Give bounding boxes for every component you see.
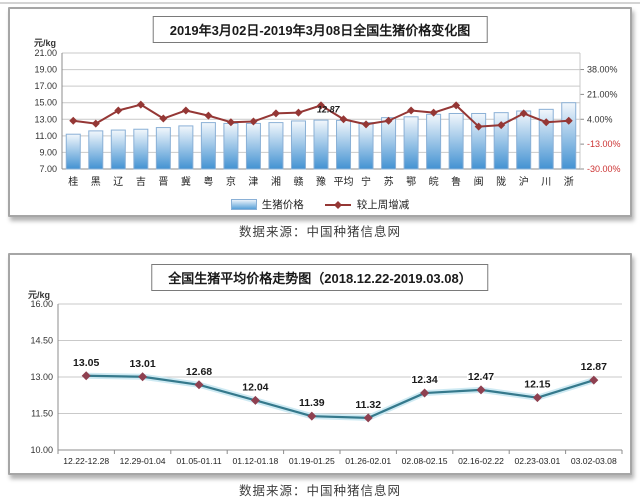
svg-text:吉: 吉	[136, 176, 146, 188]
svg-text:冀: 冀	[181, 175, 191, 188]
svg-text:京: 京	[226, 175, 236, 188]
weekly-price-change-chart-panel: 2019年3月02日-2019年3月08日全国生猪价格变化图 元/kg 21.0…	[8, 7, 632, 217]
line-series-swatch	[324, 200, 351, 209]
svg-text:16.00: 16.00	[30, 299, 53, 309]
svg-text:粤: 粤	[203, 175, 213, 188]
svg-text:川: 川	[541, 177, 551, 188]
svg-text:01.12-01.18: 01.12-01.18	[232, 456, 278, 466]
bottom-source-note: 数据来源：中国种猪信息网	[238, 484, 401, 498]
svg-text:11.39: 11.39	[299, 397, 325, 409]
svg-text:-13.00%: -13.00%	[587, 139, 621, 149]
svg-text:沪: 沪	[519, 175, 529, 188]
svg-text:浙: 浙	[564, 176, 574, 188]
top-chart-title: 2019年3月02日-2019年3月08日全国生猪价格变化图	[152, 16, 488, 43]
top-chart-plot-area: 21.00 19.00 17.00 15.00 13.00 11.00 9.00 7.00 38…	[34, 48, 621, 188]
image-top-border	[0, 2, 640, 4]
svg-text:13.00: 13.00	[30, 372, 53, 382]
svg-text:苏: 苏	[384, 175, 394, 188]
bar-series-swatch	[230, 199, 257, 210]
top-chart-y-axis-unit: 元/kg	[34, 38, 57, 48]
svg-text:鲁: 鲁	[451, 175, 461, 188]
top-chart-legend: 生猪价格 较上周增减	[10, 197, 630, 212]
svg-text:01.19-01.25: 01.19-01.25	[289, 456, 335, 466]
svg-text:12.87: 12.87	[581, 361, 607, 373]
bottom-chart-y-axis-unit: 元/kg	[28, 290, 51, 300]
svg-text:11.32: 11.32	[355, 399, 381, 411]
legend-item-price: 生猪价格	[230, 197, 304, 212]
average-price-trend-chart-panel: 全国生猪平均价格走势图（2018.12.22-2019.03.08） 元/kg …	[8, 253, 632, 475]
svg-text:宁: 宁	[361, 175, 371, 188]
svg-text:12.68: 12.68	[186, 366, 212, 378]
svg-text:11.50: 11.50	[31, 409, 53, 419]
svg-text:02.16-02.22: 02.16-02.22	[458, 456, 504, 466]
svg-text:38.00%: 38.00%	[587, 65, 618, 75]
svg-text:晋: 晋	[158, 176, 168, 188]
svg-text:02.23-03.01: 02.23-03.01	[514, 456, 560, 466]
svg-text:4.00%: 4.00%	[587, 114, 613, 124]
svg-text:平均: 平均	[334, 176, 354, 188]
svg-text:13.05: 13.05	[73, 357, 99, 369]
svg-text:7.00: 7.00	[39, 164, 57, 174]
legend-item-change: 较上周增减	[324, 197, 410, 212]
legend-label-price: 生猪价格	[261, 199, 304, 211]
svg-text:14.50: 14.50	[30, 336, 53, 346]
svg-text:01.05-01.11: 01.05-01.11	[176, 456, 221, 466]
svg-text:21.00%: 21.00%	[587, 89, 618, 99]
svg-text:10.00: 10.00	[30, 445, 53, 455]
svg-text:津: 津	[248, 176, 258, 188]
svg-text:19.00: 19.00	[34, 65, 57, 75]
svg-text:17.00: 17.00	[34, 81, 57, 91]
svg-text:9.00: 9.00	[39, 147, 57, 157]
svg-text:闽: 闽	[474, 175, 484, 188]
svg-text:12.29-01.04: 12.29-01.04	[120, 456, 166, 466]
svg-text:辽: 辽	[113, 176, 123, 188]
svg-text:12.15: 12.15	[524, 379, 550, 391]
svg-text:-30.00%: -30.00%	[587, 164, 621, 174]
svg-text:02.08-02.15: 02.08-02.15	[402, 456, 448, 466]
svg-text:皖: 皖	[429, 175, 439, 188]
svg-text:湘: 湘	[271, 175, 281, 188]
svg-text:12.87: 12.87	[317, 104, 341, 114]
svg-text:13.01: 13.01	[129, 358, 155, 370]
legend-label-change: 较上周增减	[356, 199, 410, 211]
svg-text:12.47: 12.47	[468, 371, 494, 383]
svg-text:03.02-03.08: 03.02-03.08	[571, 456, 617, 466]
svg-text:桂: 桂	[68, 175, 78, 188]
svg-text:21.00: 21.00	[34, 48, 57, 58]
svg-text:12.04: 12.04	[242, 381, 268, 393]
svg-text:11.00: 11.00	[35, 131, 57, 141]
svg-text:15.00: 15.00	[34, 98, 57, 108]
svg-text:黑: 黑	[91, 176, 101, 188]
bottom-chart-title: 全国生猪平均价格走势图（2018.12.22-2019.03.08）	[151, 264, 489, 291]
svg-text:13.00: 13.00	[34, 114, 57, 124]
svg-text:豫: 豫	[316, 175, 326, 188]
svg-text:12.34: 12.34	[411, 374, 437, 386]
svg-text:01.26-02.01: 01.26-02.01	[345, 456, 391, 466]
svg-text:鄂: 鄂	[406, 176, 416, 188]
top-source-note: 数据来源：中国种猪信息网	[238, 225, 401, 239]
bottom-chart-plot-area: 16.00 14.50 13.00 11.50 10.00 13.05 13.01 12.68…	[30, 299, 623, 466]
svg-text:陇: 陇	[496, 175, 506, 188]
svg-text:12.22-12.28: 12.22-12.28	[63, 456, 109, 466]
svg-text:赣: 赣	[293, 175, 303, 188]
